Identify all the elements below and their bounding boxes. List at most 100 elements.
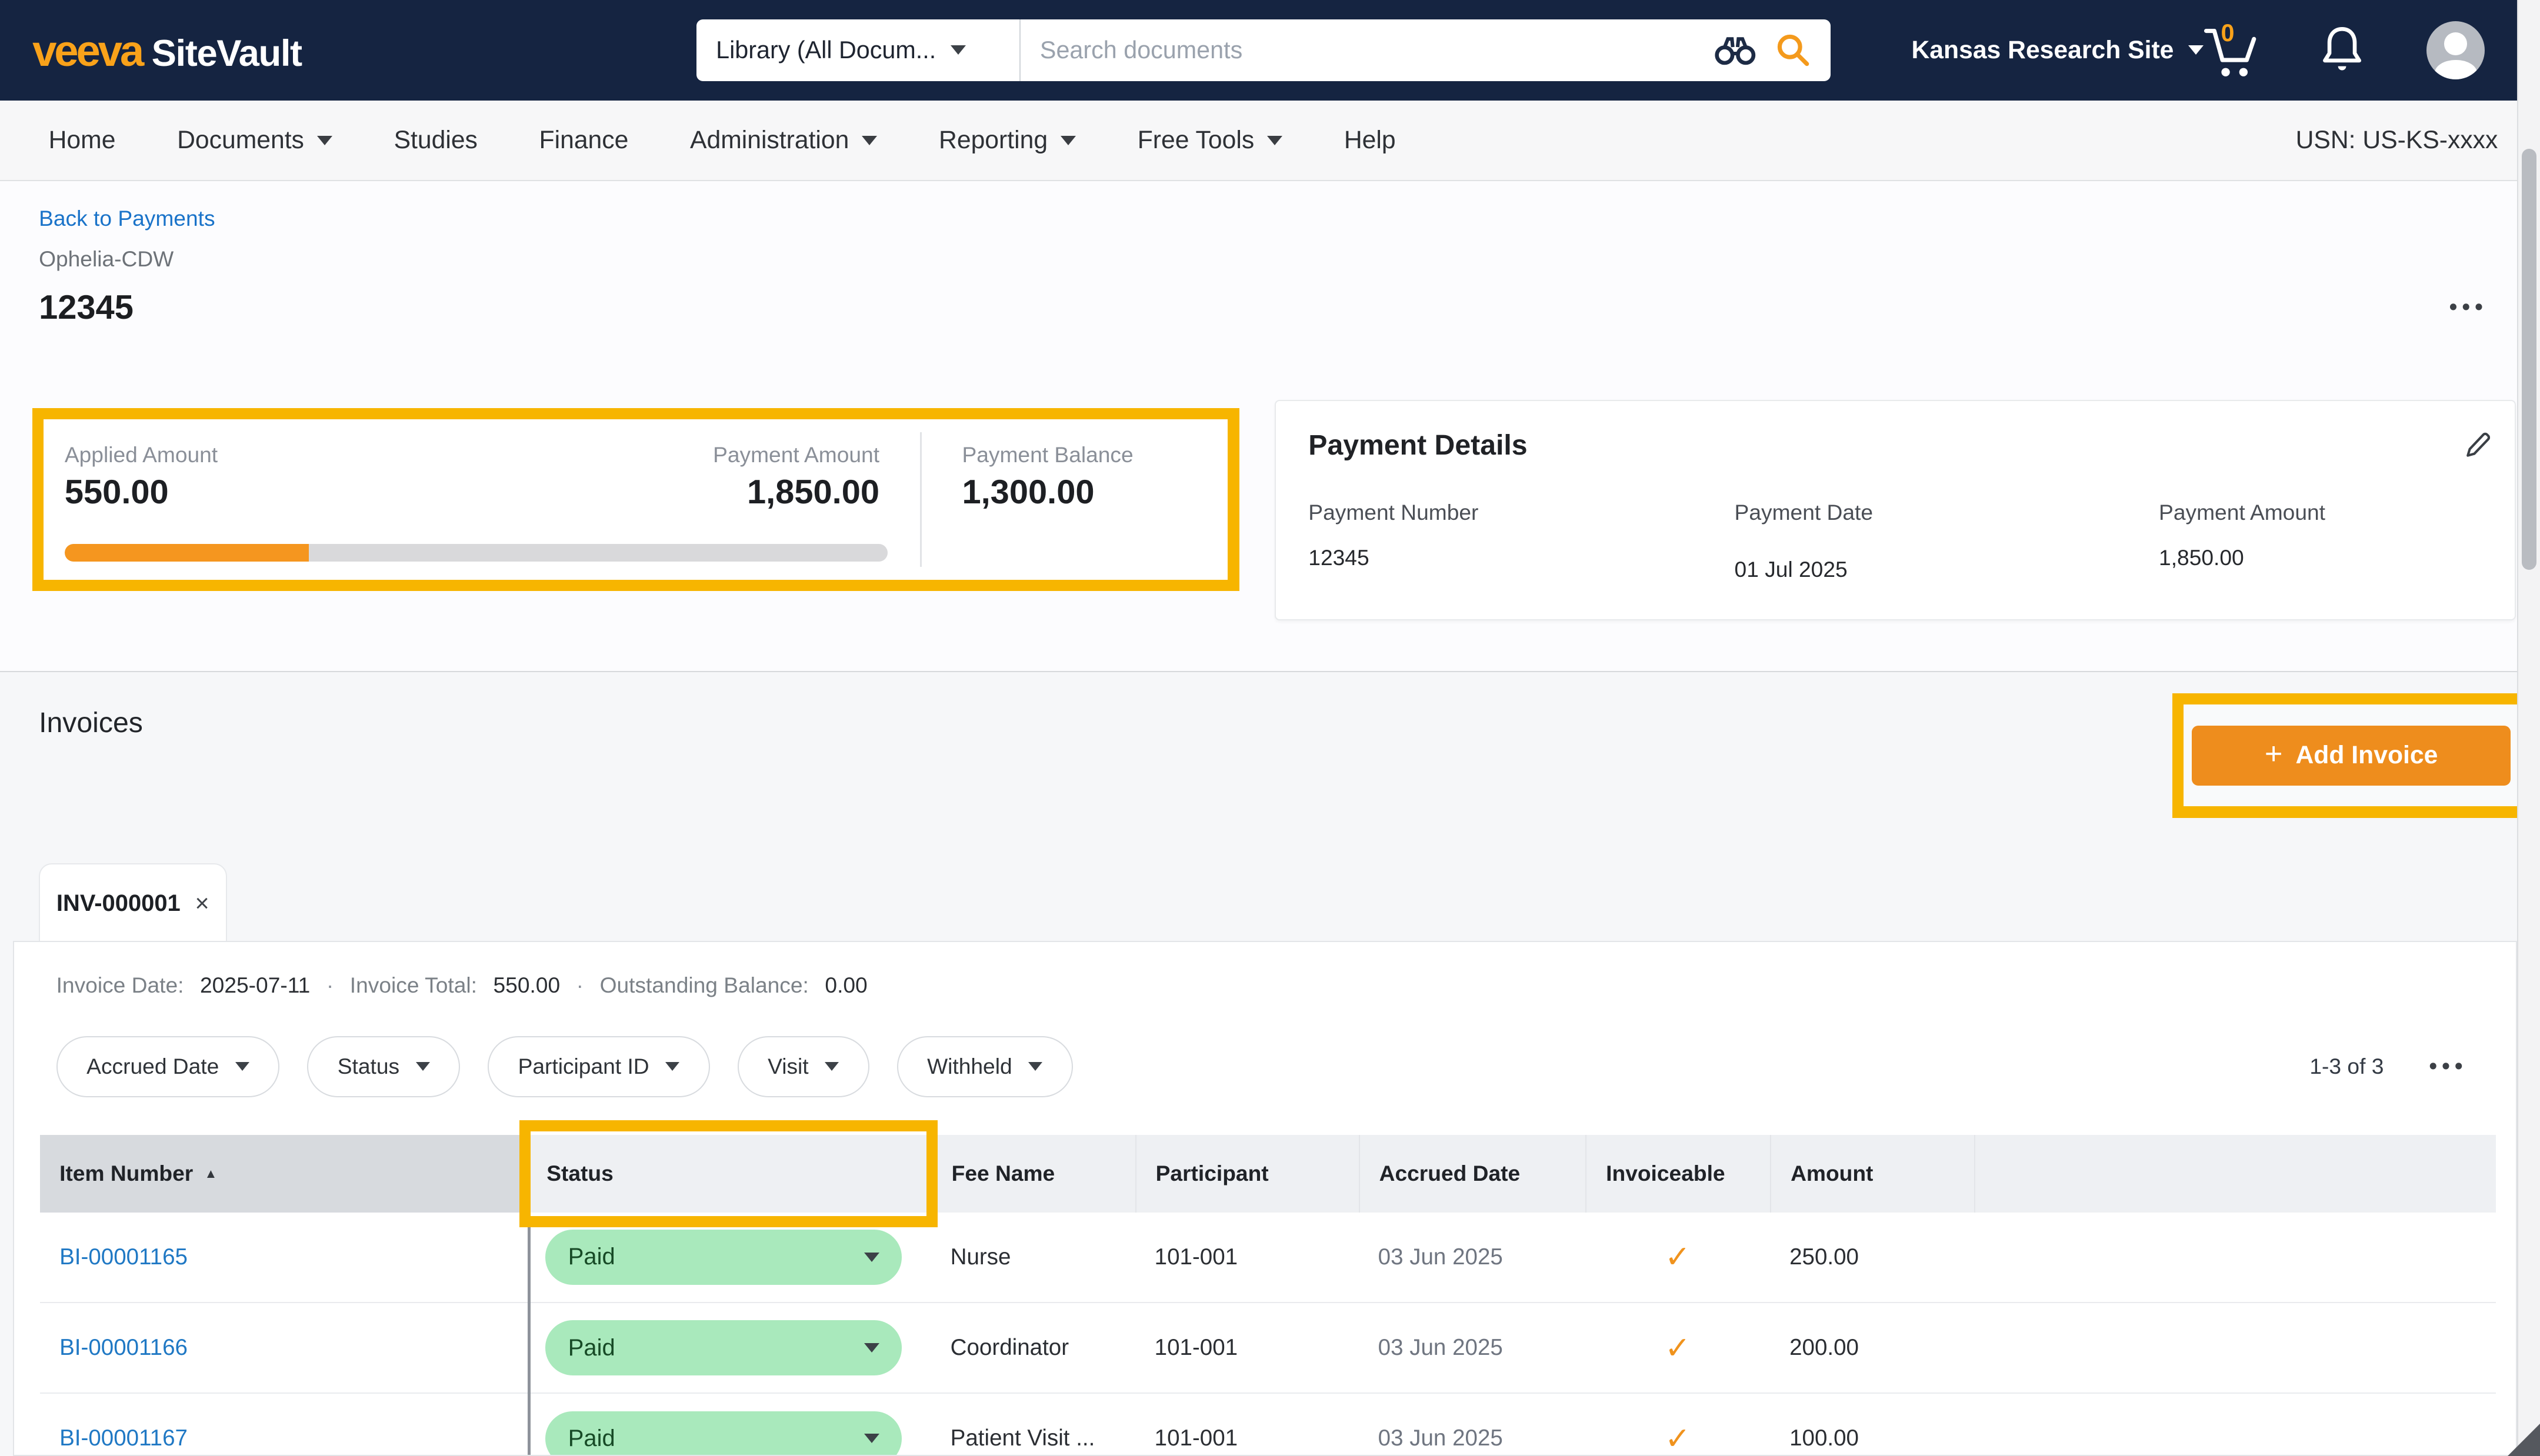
cart-count-badge: 0 [2221, 19, 2234, 47]
payment-number-label: Payment Number [1308, 500, 1478, 525]
user-avatar[interactable] [2426, 21, 2485, 79]
back-to-payments-link[interactable]: Back to Payments [39, 206, 215, 231]
applied-amount-label: Applied Amount [65, 442, 218, 467]
filter-accrued-date[interactable]: Accrued Date [56, 1036, 280, 1098]
filter-visit[interactable]: Visit [738, 1036, 869, 1098]
fee-name-cell: Patient Visit ... [931, 1425, 1135, 1451]
filter-withheld[interactable]: Withheld [897, 1036, 1073, 1098]
accrued-date-cell: 03 Jun 2025 [1359, 1425, 1586, 1451]
top-bar: veeva SiteVault Library (All Docum... [0, 0, 2540, 101]
table-toolbar-right: 1-3 of 3 ••• [2309, 1036, 2467, 1098]
add-invoice-label: Add Invoice [2295, 741, 2438, 770]
column-header-status[interactable]: Status [526, 1135, 931, 1213]
payment-date-value: 01 Jul 2025 [1735, 557, 1848, 582]
nav-item-documents[interactable]: Documents [177, 126, 332, 155]
record-actions-menu[interactable]: ••• [2449, 295, 2488, 320]
accrued-date-cell: 03 Jun 2025 [1359, 1244, 1586, 1270]
item-number-link[interactable]: BI-00001167 [40, 1425, 526, 1451]
tab-close-icon[interactable]: × [195, 890, 209, 917]
notifications-bell-icon[interactable] [2319, 24, 2365, 76]
study-name-label: Ophelia-CDW [39, 246, 174, 272]
page-scrollbar[interactable] [2517, 0, 2540, 1456]
chevron-down-icon [1028, 1062, 1042, 1071]
applied-progress-bar [65, 544, 888, 562]
invoice-tab-label: INV-000001 [56, 890, 181, 917]
avatar-body-shape [2435, 60, 2477, 79]
sitevault-logo-text: SiteVault [152, 32, 302, 75]
site-selector[interactable]: Kansas Research Site [1911, 0, 2204, 101]
invoice-meta-line: Invoice Date: 2025-07-11 · Invoice Total… [56, 973, 868, 998]
status-cell: Paid [526, 1411, 931, 1456]
item-number-link[interactable]: BI-00001166 [40, 1335, 526, 1361]
search-scope-dropdown[interactable]: Library (All Docum... [696, 19, 1021, 81]
chevron-down-icon [864, 1434, 879, 1443]
status-dropdown[interactable]: Paid [545, 1230, 902, 1285]
table-overflow-menu[interactable]: ••• [2429, 1054, 2467, 1080]
table-row: BI-00001167 Paid Patient Visit ... 101-0… [40, 1394, 2496, 1455]
payment-header-section: Back to Payments Ophelia-CDW 12345 ••• A… [0, 181, 2540, 672]
filter-status[interactable]: Status [307, 1036, 460, 1098]
edit-pencil-icon[interactable] [2463, 430, 2492, 460]
column-header-amount[interactable]: Amount [1770, 1135, 1974, 1213]
fee-name-cell: Nurse [931, 1244, 1135, 1270]
advanced-search-binoculars-icon[interactable] [1714, 34, 1756, 66]
column-header-participant[interactable]: Participant [1135, 1135, 1359, 1213]
chevron-down-icon [1267, 136, 1282, 145]
invoice-date-value: 2025-07-11 [200, 973, 310, 998]
payment-details-card: Payment Details Payment Number Payment D… [1275, 400, 2515, 620]
add-invoice-highlight-box: + Add Invoice [2172, 693, 2531, 818]
participant-cell: 101-001 [1135, 1335, 1359, 1361]
accrued-date-cell: 03 Jun 2025 [1359, 1335, 1586, 1361]
add-invoice-highlight-inner: + Add Invoice [2184, 704, 2519, 806]
column-header-fee-name[interactable]: Fee Name [931, 1135, 1135, 1213]
avatar-head-shape [2444, 32, 2467, 55]
column-header-invoiceable[interactable]: Invoiceable [1585, 1135, 1770, 1213]
plus-icon: + [2265, 736, 2283, 772]
invoices-section-title: Invoices [39, 706, 143, 739]
invoice-date-label: Invoice Date: [56, 973, 184, 998]
search-icon-group [1714, 32, 1831, 68]
column-header-accrued-date[interactable]: Accrued Date [1359, 1135, 1586, 1213]
scrollbar-thumb[interactable] [2522, 149, 2536, 570]
mouse-cursor [2508, 1424, 2540, 1456]
invoice-items-table-body: BI-00001165 Paid Nurse 101-001 03 Jun 20… [40, 1213, 2496, 1456]
nav-item-reporting[interactable]: Reporting [939, 126, 1076, 155]
payment-details-title: Payment Details [1308, 429, 1527, 462]
payment-balance-value: 1,300.00 [962, 473, 1094, 512]
row-range-label: 1-3 of 3 [2309, 1054, 2384, 1079]
filter-pill-row: Accrued Date Status Participant ID Visit… [56, 1036, 1073, 1098]
add-invoice-button[interactable]: + Add Invoice [2192, 726, 2511, 786]
nav-item-studies[interactable]: Studies [394, 126, 478, 155]
participant-cell: 101-001 [1135, 1425, 1359, 1451]
payment-amount-value: 1,850.00 [652, 473, 879, 512]
brand-logo[interactable]: veeva SiteVault [32, 0, 302, 101]
usn-label: USN: US-KS-xxxx [2296, 126, 2498, 155]
nav-item-administration[interactable]: Administration [690, 126, 877, 155]
nav-item-help[interactable]: Help [1344, 126, 1396, 155]
nav-item-finance[interactable]: Finance [539, 126, 629, 155]
status-dropdown[interactable]: Paid [545, 1320, 902, 1375]
chevron-down-icon [665, 1062, 679, 1071]
search-icon[interactable] [1775, 32, 1811, 68]
invoice-items-table-header: Item Number ▲ Status Fee Name Participan… [40, 1135, 2496, 1213]
column-header-item-number[interactable]: Item Number ▲ [40, 1135, 526, 1213]
payment-summary-card: Applied Amount 550.00 Payment Amount 1,8… [44, 419, 1228, 580]
outstanding-balance-label: Outstanding Balance: [600, 973, 809, 998]
participant-cell: 101-001 [1135, 1244, 1359, 1270]
payment-amount-detail-label: Payment Amount [2159, 500, 2325, 525]
chevron-down-icon [416, 1062, 430, 1071]
cart-button[interactable]: 0 [2196, 21, 2265, 83]
item-number-link[interactable]: BI-00001165 [40, 1244, 526, 1270]
search-input[interactable] [1021, 19, 1714, 81]
status-badge: Paid [568, 1244, 615, 1270]
meta-separator: · [326, 973, 334, 998]
invoice-tab-inv-000001[interactable]: INV-000001 × [39, 863, 226, 943]
chevron-down-icon [825, 1062, 839, 1071]
nav-item-free-tools[interactable]: Free Tools [1138, 126, 1282, 155]
nav-item-home[interactable]: Home [49, 126, 116, 155]
filter-participant-id[interactable]: Participant ID [488, 1036, 710, 1098]
chevron-down-icon [317, 136, 332, 145]
status-dropdown[interactable]: Paid [545, 1411, 902, 1456]
site-selector-label: Kansas Research Site [1911, 36, 2174, 65]
status-cell: Paid [526, 1230, 931, 1285]
